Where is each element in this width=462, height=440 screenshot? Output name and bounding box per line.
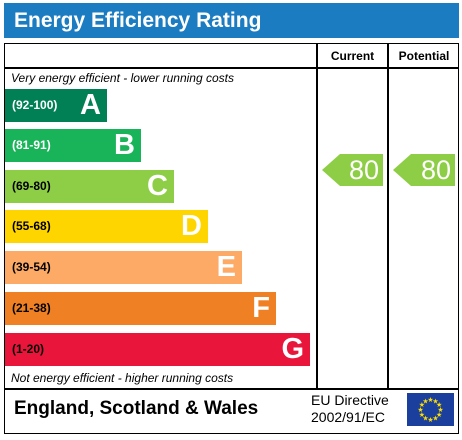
band-a: (92-100) A (5, 89, 107, 122)
top-note: Very energy efficient - lower running co… (11, 71, 234, 85)
directive-line-1: EU Directive (311, 392, 389, 408)
eu-star-icon: ★ (432, 415, 438, 423)
bottom-note: Not energy efficient - higher running co… (11, 371, 234, 385)
band-e: (39-54) E (5, 251, 242, 284)
eu-star-icon: ★ (422, 415, 428, 423)
footer-divider (4, 388, 459, 390)
band-c: (69-80) C (5, 170, 174, 203)
eu-star-icon: ★ (427, 396, 433, 404)
band-e-range: (39-54) (12, 260, 51, 274)
band-a-letter: A (80, 89, 101, 121)
band-f-range: (21-38) (12, 301, 51, 315)
band-g-letter: G (281, 333, 304, 365)
eu-star-icon: ★ (427, 416, 433, 424)
band-g-range: (1-20) (12, 342, 45, 356)
band-b: (81-91) B (5, 129, 141, 162)
eu-star-icon: ★ (436, 401, 442, 409)
eu-flag-icon: ★ ★ ★ ★ ★ ★ ★ ★ ★ ★ ★ ★ (407, 393, 454, 426)
current-column-header: Current (330, 49, 375, 63)
page-title: Energy Efficiency Rating (4, 3, 459, 38)
band-f: (21-38) F (5, 292, 276, 325)
eu-star-icon: ★ (417, 406, 423, 414)
potential-rating-arrow: 80 (393, 154, 455, 186)
eu-star-icon: ★ (419, 411, 425, 419)
header-divider (4, 67, 459, 69)
footer-country: England, Scotland & Wales (14, 398, 259, 419)
eu-star-icon: ★ (422, 397, 428, 405)
rating-frame (4, 43, 459, 434)
band-d: (55-68) D (5, 210, 208, 243)
directive-line-2: 2002/91/EC (311, 409, 385, 425)
band-e-letter: E (216, 251, 236, 283)
footer-directive: EU Directive 2002/91/EC (311, 392, 389, 426)
band-f-letter: F (252, 292, 270, 324)
potential-column-header: Potential (398, 49, 450, 63)
band-d-letter: D (181, 210, 202, 242)
band-c-letter: C (147, 170, 168, 202)
band-b-range: (81-91) (12, 138, 51, 152)
eu-star-icon: ★ (437, 406, 443, 414)
band-d-range: (55-68) (12, 219, 51, 233)
eu-star-icon: ★ (419, 401, 425, 409)
band-c-range: (69-80) (12, 179, 51, 193)
eu-star-icon: ★ (432, 397, 438, 405)
eu-star-icon: ★ (436, 411, 442, 419)
band-g: (1-20) G (5, 333, 310, 366)
column-divider-current (316, 43, 318, 389)
column-divider-potential (387, 43, 389, 389)
band-a-range: (92-100) (12, 98, 58, 112)
band-b-letter: B (114, 129, 135, 161)
